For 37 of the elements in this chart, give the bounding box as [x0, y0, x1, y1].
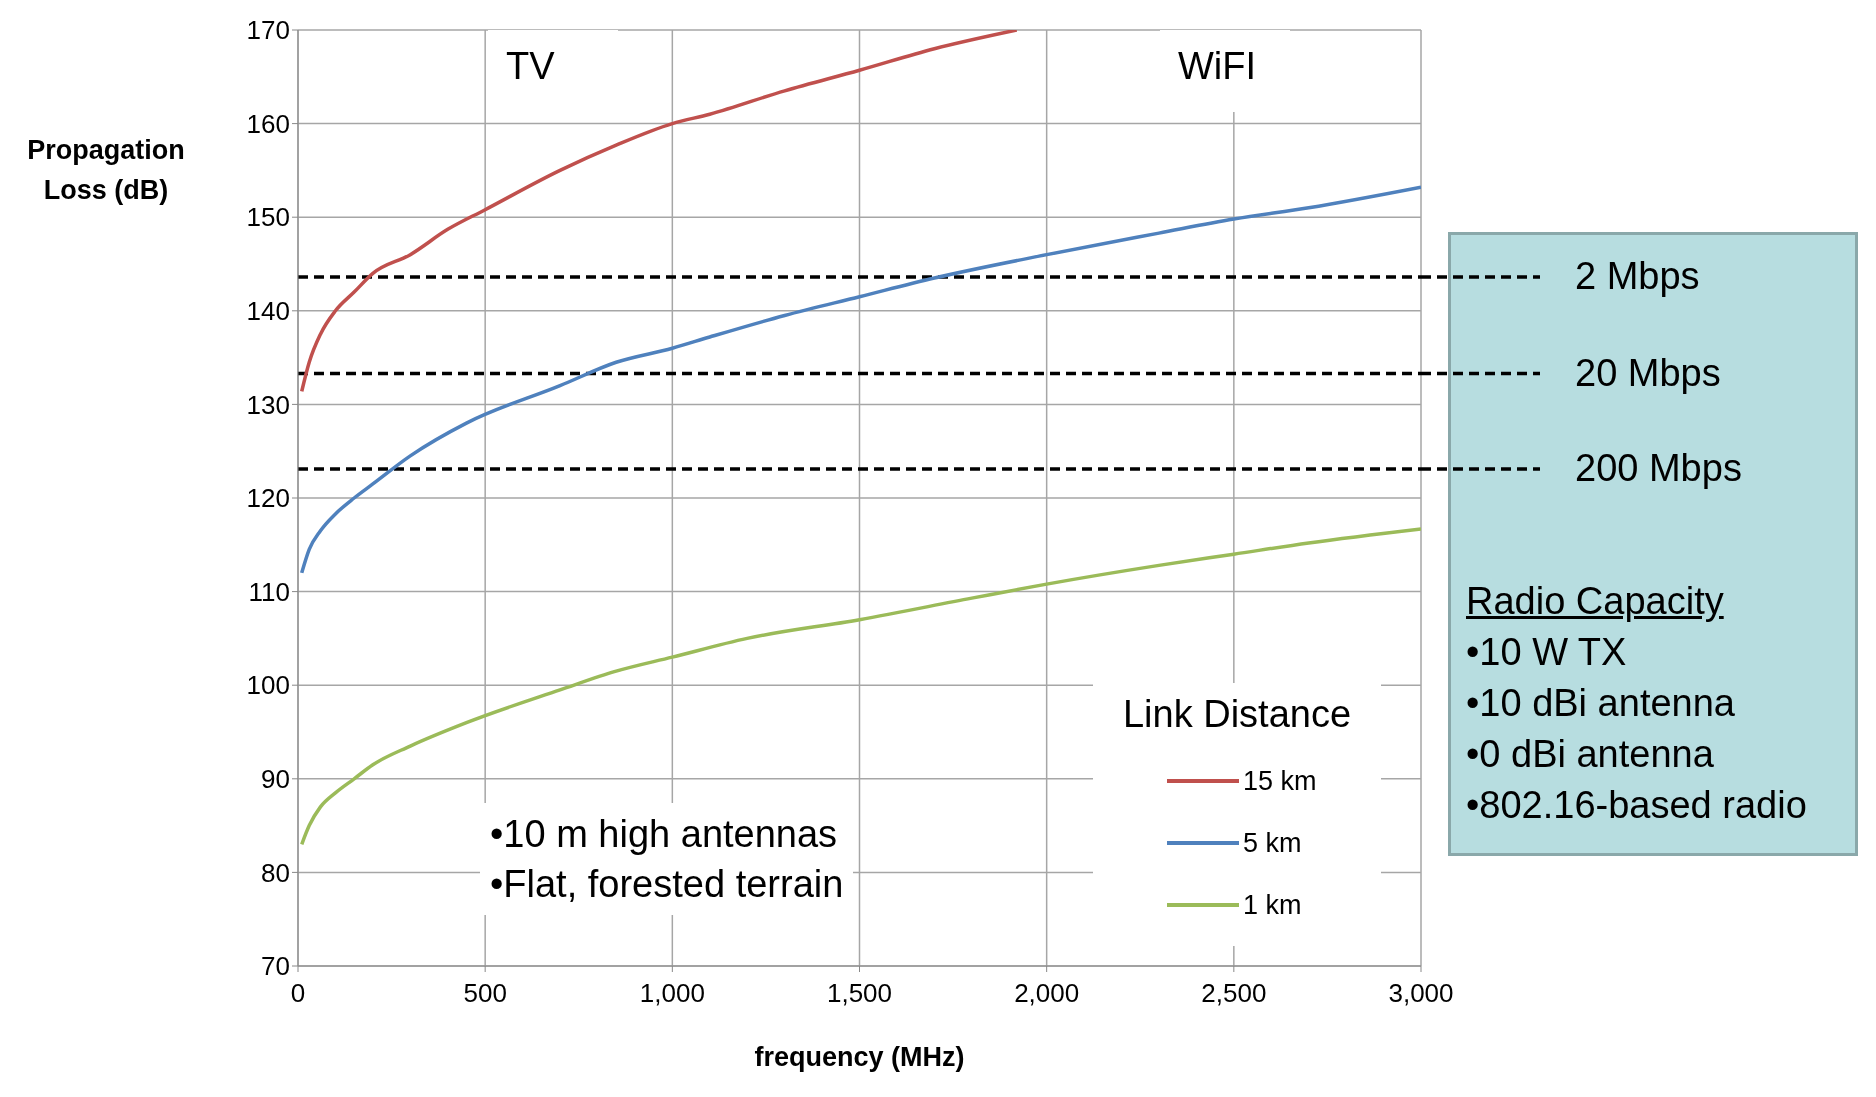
legend-label: 5 km: [1243, 827, 1302, 859]
text: •10 dBi antenna: [1466, 681, 1736, 726]
y-tick-label: 70: [261, 951, 290, 982]
annotation: •10 m high antennas: [490, 812, 839, 857]
x-tick-label: 2,000: [1014, 978, 1080, 1009]
legend-label: 15 km: [1243, 765, 1317, 797]
y-tick-label: 170: [246, 15, 290, 46]
y-tick-label: 140: [246, 296, 290, 327]
y-tick-label: 130: [246, 389, 290, 420]
y-axis-title: Propagation Loss (dB): [26, 134, 186, 207]
x-tick-label: 2,500: [1201, 978, 1267, 1009]
y-tick-label: 150: [246, 202, 290, 233]
annotation: TV: [488, 30, 618, 112]
x-tick-label: 0: [290, 978, 306, 1009]
x-axis-title: frequency (MHz): [753, 1042, 966, 1073]
legend-title: Link Distance: [1121, 693, 1353, 736]
line-series: [299, 30, 1019, 394]
ref-line-label: 20 Mbps: [1575, 351, 1721, 394]
legend-label: 1 km: [1243, 889, 1302, 921]
x-tick-label: 1,000: [639, 978, 705, 1009]
y-tick-label: 80: [261, 857, 290, 888]
y-tick-label: 160: [246, 108, 290, 139]
ref-line-label: 2 Mbps: [1575, 255, 1700, 298]
x-tick-label: 500: [463, 978, 507, 1009]
y-tick-label: 120: [246, 483, 290, 514]
text: Radio Capacity: [1466, 579, 1725, 624]
text: •802.16-based radio: [1466, 783, 1807, 828]
x-tick-label: 1,500: [826, 978, 893, 1009]
ref-line-label: 200 Mbps: [1575, 446, 1742, 489]
y-tick-label: 100: [246, 670, 290, 701]
text: •10 W TX: [1466, 630, 1628, 675]
annotation: •Flat, forested terrain: [490, 862, 844, 907]
y-tick-label: 110: [248, 576, 290, 607]
annotation: WiFI: [1160, 30, 1290, 112]
x-tick-label: 3,000: [1388, 978, 1454, 1009]
text: •0 dBi antenna: [1466, 732, 1715, 777]
y-tick-label: 90: [261, 764, 290, 795]
